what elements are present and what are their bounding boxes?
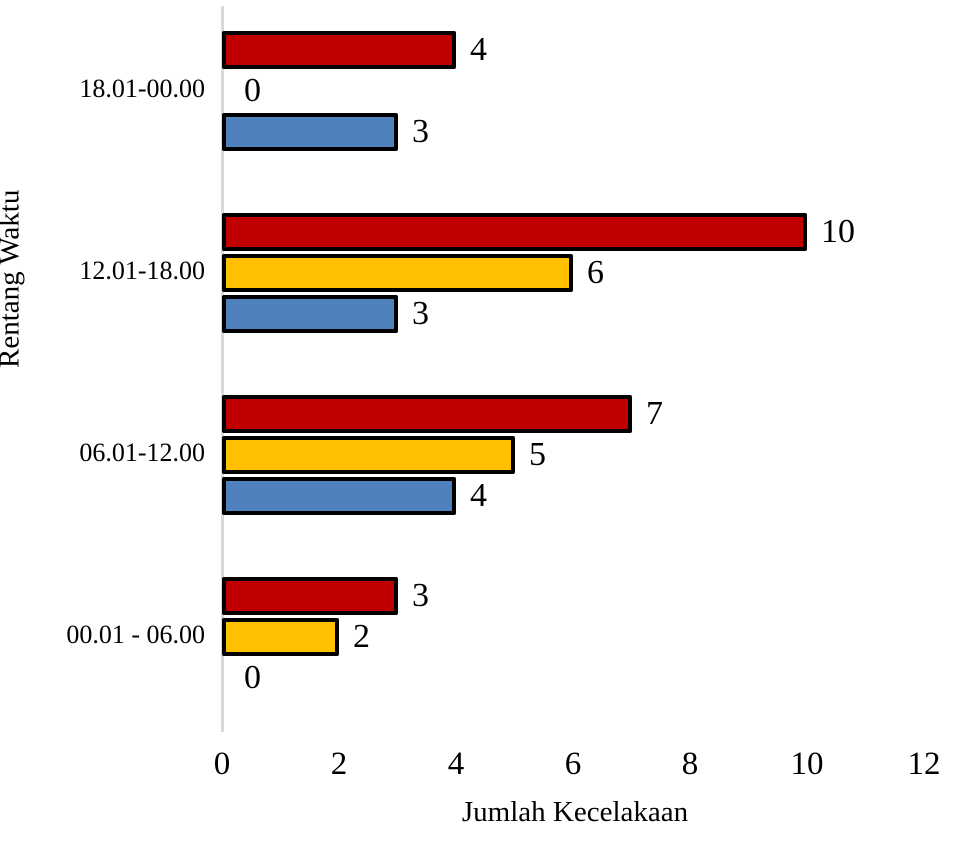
y-axis-line [221, 6, 224, 732]
category-label: 06.01-12.00 [79, 438, 205, 467]
bar-series-red [222, 213, 807, 251]
bar-series-yellow [222, 254, 573, 292]
bar-row: 4 [222, 477, 962, 515]
value-label: 7 [646, 395, 663, 432]
value-label: 4 [470, 477, 487, 514]
x-axis-title: Jumlah Kecelakaan [461, 796, 689, 828]
bar-series-blue [222, 295, 398, 333]
x-tick-label: 0 [213, 746, 231, 782]
category-label: 00.01 - 06.00 [66, 620, 205, 649]
bar-row: 3 [222, 295, 962, 333]
value-label: 10 [821, 213, 855, 250]
bar-row: 6 [222, 254, 962, 292]
value-label: 3 [412, 295, 429, 332]
category-label: 18.01-00.00 [79, 74, 205, 103]
bar-row: 2 [222, 618, 962, 656]
value-label: 2 [353, 618, 370, 655]
x-tick-label: 2 [330, 746, 348, 782]
bar-group: 4 0 3 [222, 31, 962, 154]
value-label: 0 [244, 72, 261, 109]
value-label: 0 [244, 659, 261, 696]
bar-row: 0 [222, 659, 962, 697]
value-label: 3 [412, 113, 429, 150]
bar-row: 3 [222, 577, 962, 615]
bar-group: 7 5 4 [222, 395, 962, 518]
x-tick-label: 12 [907, 746, 941, 782]
bar-row: 4 [222, 31, 962, 69]
x-tick-label: 6 [564, 746, 582, 782]
bar-group: 10 6 3 [222, 213, 962, 336]
category-label: 12.01-18.00 [79, 256, 205, 285]
x-tick-label: 8 [681, 746, 699, 782]
x-tick-label: 4 [447, 746, 465, 782]
bar-series-yellow [222, 618, 339, 656]
bar-series-blue [222, 113, 398, 151]
value-label: 4 [470, 31, 487, 68]
value-label: 3 [412, 577, 429, 614]
value-label: 5 [529, 436, 546, 473]
bar-row: 10 [222, 213, 962, 251]
bar-group: 3 2 0 [222, 577, 962, 700]
bar-series-red [222, 395, 632, 433]
bar-row: 7 [222, 395, 962, 433]
bar-series-red [222, 31, 456, 69]
bar-series-blue [222, 477, 456, 515]
value-label: 6 [587, 254, 604, 291]
x-tick-label: 10 [790, 746, 824, 782]
bar-row: 3 [222, 113, 962, 151]
bar-row: 5 [222, 436, 962, 474]
bar-series-yellow [222, 436, 515, 474]
bar-row: 0 [222, 72, 962, 110]
bar-series-red [222, 577, 398, 615]
